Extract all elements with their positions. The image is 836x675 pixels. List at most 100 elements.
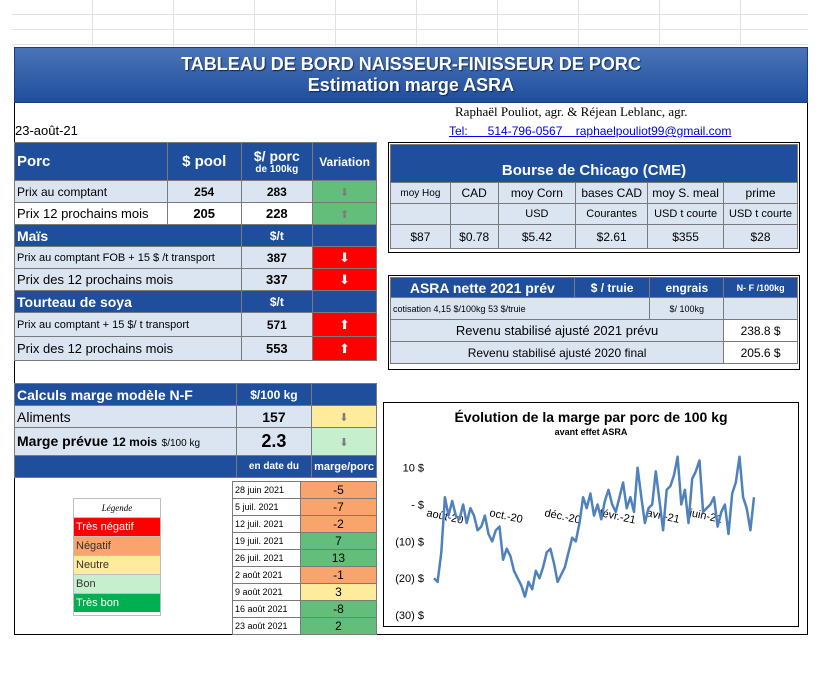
history-marge-header: marge/porc xyxy=(311,455,377,478)
row-label: Prix au comptant FOB + 15 $ /t transport xyxy=(14,246,242,269)
y-tick-label: (30) $ xyxy=(395,610,424,622)
marge-value: 2.3 xyxy=(235,427,313,456)
chart-title: Évolution de la marge par porc de 100 kg xyxy=(454,409,728,425)
calculs-unit-header: $/100 kg xyxy=(235,383,313,406)
porc-row-comptant: Prix au comptant 254 283 ⬇ xyxy=(14,180,377,203)
history-date: 28 juin 2021 xyxy=(232,481,301,499)
history-marge: -7 xyxy=(299,498,378,516)
chart-plot: 10 $- $(10) $(20) $(30) $août-20 oct.-20 d… xyxy=(395,455,756,622)
y-tick-label: (20) $ xyxy=(395,573,424,585)
asra-table: ASRA nette 2021 prév $ / truie engrais N… xyxy=(389,277,798,364)
legend-item: Neutre xyxy=(74,555,160,574)
calculs-table: Calculs marge modèle N-F $/100 kg Alimen… xyxy=(14,383,377,478)
arrow-up-icon: ⬆ xyxy=(339,316,351,332)
arrow-up-icon: ⬆ xyxy=(339,208,350,221)
x-tick-label: oct.-20 xyxy=(488,507,523,526)
history-row: 2 août 2021 -1 xyxy=(232,566,378,584)
history-row: 19 juil. 2021 7 xyxy=(232,532,378,550)
history-marge: 13 xyxy=(299,549,378,567)
title-banner: TABLEAU DE BORD NAISSEUR-FINISSEUR DE PO… xyxy=(14,47,808,103)
history-date: 16 août 2021 xyxy=(232,600,301,618)
arrow-up-icon: ⬆ xyxy=(339,340,351,356)
history-date: 2 août 2021 xyxy=(232,566,301,584)
porc-row-12mois: Prix 12 prochains mois 205 228 ⬆ xyxy=(14,202,377,225)
mais-header: Maïs xyxy=(14,224,242,247)
soya-header: Tourteau de soya xyxy=(14,290,242,313)
series-line xyxy=(433,455,756,598)
asra-sub-unit: $/ 100kg xyxy=(649,297,725,320)
porc-unit-header: $/ porc de 100kg xyxy=(240,142,314,181)
history-row: 12 juil. 2021 -2 xyxy=(232,515,378,533)
soya-unit-header: $/t xyxy=(240,290,314,313)
legend-item: Négatif xyxy=(74,536,160,555)
headers-cell: moy Hog xyxy=(390,182,451,204)
porc-value: 228 xyxy=(240,202,314,225)
arrow-down-icon: ⬇ xyxy=(339,436,349,449)
variation-cell: ⬆ xyxy=(312,336,377,361)
subheaders-cell: USD xyxy=(497,203,577,225)
revenu-2020-label: Revenu stabilisé ajusté 2020 final xyxy=(389,341,725,364)
mais-row-12mois: Prix des 12 prochains mois 337 ⬇ xyxy=(14,268,377,291)
history-marge: 3 xyxy=(299,583,378,601)
row-label: Prix 12 prochains mois xyxy=(14,202,168,225)
legend-item: Très négatif xyxy=(74,517,160,536)
revenu-2021-label: Revenu stabilisé ajusté 2021 prévu xyxy=(389,319,725,342)
asra-cotisation: cotisation 4,15 $/100kg 53 $/truie xyxy=(389,297,651,320)
cme-panel xyxy=(388,142,800,253)
subheaders-cell: USD t courte xyxy=(647,203,725,225)
values-cell: $355 xyxy=(647,224,725,249)
subheaders-cell xyxy=(449,203,499,225)
aliments-label: Aliments xyxy=(14,405,237,428)
row-label: Prix des 12 prochains mois xyxy=(14,336,242,361)
title-line-2: Estimation marge ASRA xyxy=(307,75,515,95)
values-cell: $87 xyxy=(390,224,451,249)
variation-cell: ⬇ xyxy=(311,427,377,456)
variation-cell: ⬇ xyxy=(311,405,377,428)
variation-header: Variation xyxy=(312,142,377,181)
aliments-row: Aliments 157 ⬇ xyxy=(14,405,377,428)
subheaders-cell: USD t courte xyxy=(723,203,798,225)
subheaders-cell xyxy=(390,203,451,225)
arrow-down-icon: ⬇ xyxy=(339,411,349,424)
contact-link[interactable]: Tel: 514-796-0567 raphaelpouliot99@gmail… xyxy=(449,124,732,138)
row-label: Prix au comptant xyxy=(14,180,168,203)
variation-cell: ⬇ xyxy=(312,180,377,203)
y-tick-label: 10 $ xyxy=(403,463,424,475)
legend-title: Légende xyxy=(101,503,133,513)
history-date: 26 juil. 2021 xyxy=(232,549,301,567)
x-tick-label: déc.-20 xyxy=(543,507,581,526)
marge-label: Marge prévue 12 mois $/100 kg xyxy=(14,427,237,456)
values-cell: $0.78 xyxy=(449,224,499,249)
y-tick-label: (10) $ xyxy=(395,536,424,548)
soya-value: 571 xyxy=(240,312,314,337)
revenu-2020-value: 205.6 $ xyxy=(723,341,798,364)
values-cell: $5.42 xyxy=(497,224,577,249)
history-date: 12 juil. 2021 xyxy=(232,515,301,533)
history-row: 28 juin 2021 -5 xyxy=(232,481,378,499)
values-cell: $28 xyxy=(723,224,798,249)
cme-title: Bourse de Chicago (CME) xyxy=(390,144,798,183)
history-date: 19 juil. 2021 xyxy=(232,532,301,550)
subheaders-cell: Courantes xyxy=(575,203,649,225)
history-row: 26 juil. 2021 13 xyxy=(232,549,378,567)
arrow-down-icon: ⬇ xyxy=(339,186,350,199)
row-label: Prix des 12 prochains mois xyxy=(14,268,242,291)
mais-unit-header: $/t xyxy=(240,224,314,247)
mais-value: 387 xyxy=(240,246,314,269)
history-date-header: en date du xyxy=(235,455,313,478)
history-row: 9 août 2021 3 xyxy=(232,583,378,601)
mais-row-comptant: Prix au comptant FOB + 15 $ /t transport… xyxy=(14,246,377,269)
chart-subtitle: avant effet ASRA xyxy=(554,427,628,437)
spreadsheet-grid xyxy=(12,0,808,46)
title-line-1: TABLEAU DE BORD NAISSEUR-FINISSEUR DE PO… xyxy=(181,54,641,74)
porc-header: Porc xyxy=(14,142,168,181)
mais-value: 337 xyxy=(240,268,314,291)
values-cell: $2.61 xyxy=(575,224,649,249)
variation-cell: ⬆ xyxy=(312,202,377,225)
soya-value: 553 xyxy=(240,336,314,361)
legend-item: Bon xyxy=(74,574,160,593)
margin-chart: Évolution de la marge par porc de 100 kg… xyxy=(383,402,799,627)
asra-panel xyxy=(388,275,800,370)
asra-col-nf: N- F /100kg xyxy=(723,277,798,298)
pool-value: 205 xyxy=(166,202,242,225)
